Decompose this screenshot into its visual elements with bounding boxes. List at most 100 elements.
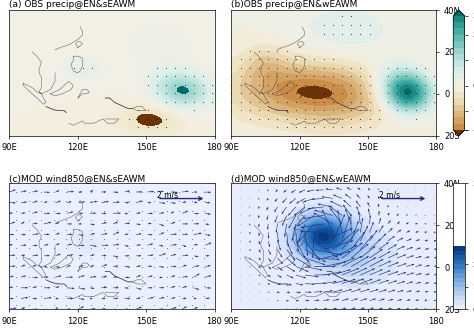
Point <box>113 189 120 195</box>
Point <box>25 293 33 298</box>
Point <box>113 274 120 279</box>
Point <box>188 189 195 195</box>
Point <box>12 208 20 213</box>
Point <box>150 236 158 242</box>
Point <box>125 264 133 270</box>
Point <box>201 236 208 242</box>
Point <box>125 274 133 279</box>
Point <box>246 73 254 79</box>
Point <box>88 227 95 232</box>
Point <box>338 31 346 36</box>
Point <box>310 116 318 121</box>
Point <box>163 236 171 242</box>
Point <box>172 73 179 79</box>
Point <box>50 199 58 204</box>
Point <box>153 82 161 87</box>
Point <box>430 90 438 96</box>
Point <box>125 189 133 195</box>
Point <box>125 208 133 213</box>
Point <box>246 56 254 62</box>
Point <box>255 108 263 113</box>
Point <box>150 227 158 232</box>
Point <box>412 116 419 121</box>
Point <box>338 125 346 130</box>
Point <box>37 189 45 195</box>
Point <box>375 116 383 121</box>
Point <box>175 236 183 242</box>
Point <box>421 99 428 104</box>
Point <box>402 99 410 104</box>
Point <box>201 264 208 270</box>
Point <box>209 82 216 87</box>
Point <box>402 82 410 87</box>
Point <box>255 48 263 53</box>
Point <box>329 65 337 70</box>
Point <box>162 116 170 121</box>
Point <box>163 199 171 204</box>
Point <box>25 283 33 289</box>
Point <box>125 236 133 242</box>
Point <box>175 217 183 223</box>
Point <box>50 255 58 260</box>
Point <box>320 65 328 70</box>
PathPatch shape <box>453 10 465 16</box>
Point <box>163 208 171 213</box>
Point <box>181 82 188 87</box>
Point <box>163 293 171 298</box>
Point <box>310 82 318 87</box>
Point <box>63 217 70 223</box>
Point <box>88 274 95 279</box>
Point <box>201 227 208 232</box>
Point <box>209 99 216 104</box>
Text: (c)MOD wind850@EN&sEAWM: (c)MOD wind850@EN&sEAWM <box>9 174 146 183</box>
Point <box>75 283 83 289</box>
Point <box>264 56 272 62</box>
Point <box>163 274 171 279</box>
Point <box>150 208 158 213</box>
Point <box>75 217 83 223</box>
Point <box>283 125 291 130</box>
Point <box>188 302 195 308</box>
Point <box>75 264 83 270</box>
PathPatch shape <box>453 130 465 136</box>
Point <box>175 264 183 270</box>
Point <box>63 236 70 242</box>
Point <box>402 90 410 96</box>
Point <box>320 82 328 87</box>
Point <box>163 217 171 223</box>
Point <box>37 293 45 298</box>
Point <box>63 189 70 195</box>
Point <box>150 283 158 289</box>
Point <box>175 208 183 213</box>
Point <box>356 22 364 28</box>
Point <box>384 99 392 104</box>
Point <box>100 227 108 232</box>
Point <box>25 255 33 260</box>
Point <box>153 73 161 79</box>
Point <box>421 82 428 87</box>
Point <box>50 274 58 279</box>
Point <box>228 90 235 96</box>
Point <box>273 125 281 130</box>
Point <box>310 56 318 62</box>
Point <box>283 108 291 113</box>
Point <box>188 208 195 213</box>
Point <box>201 189 208 195</box>
Point <box>273 82 281 87</box>
Point <box>144 73 152 79</box>
Point <box>100 246 108 251</box>
Point <box>163 264 171 270</box>
Text: (d)MOD wind850@EN&wEAWM: (d)MOD wind850@EN&wEAWM <box>231 174 371 183</box>
Point <box>50 208 58 213</box>
Point <box>100 189 108 195</box>
Point <box>150 255 158 260</box>
Point <box>144 82 152 87</box>
Point <box>255 90 263 96</box>
Point <box>88 255 95 260</box>
Point <box>153 90 161 96</box>
Point <box>162 65 170 70</box>
Point <box>255 56 263 62</box>
Point <box>63 302 70 308</box>
Point <box>201 293 208 298</box>
Point <box>310 90 318 96</box>
